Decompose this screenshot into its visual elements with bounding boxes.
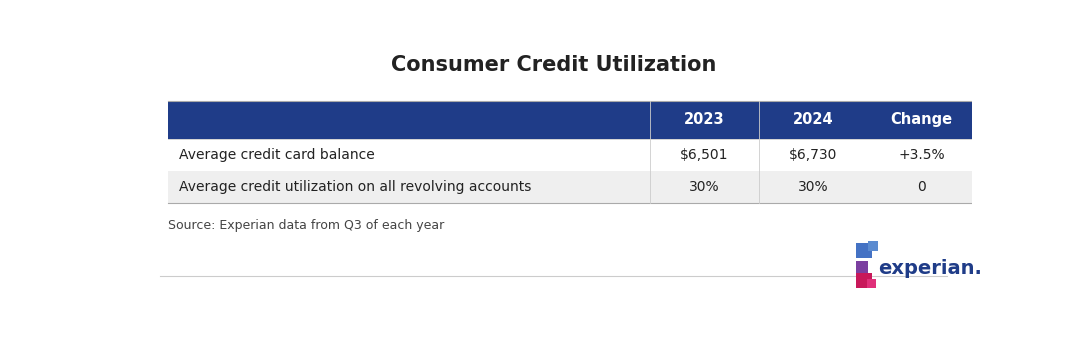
Text: 2024: 2024 [793, 112, 834, 127]
Bar [867, 279, 876, 288]
Text: 0: 0 [917, 180, 927, 194]
Text: $6,501: $6,501 [680, 148, 728, 162]
Bar [868, 241, 878, 252]
Text: 2023: 2023 [684, 112, 725, 127]
Bar [856, 261, 868, 273]
Bar [168, 171, 976, 203]
Text: Average credit utilization on all revolving accounts: Average credit utilization on all revolv… [178, 180, 531, 194]
Bar [168, 101, 976, 139]
Text: experian.: experian. [878, 259, 982, 279]
Text: +3.5%: +3.5% [899, 148, 945, 162]
Bar [168, 139, 976, 171]
Text: $6,730: $6,730 [788, 148, 837, 162]
Bar [856, 273, 872, 288]
Text: 30%: 30% [798, 180, 828, 194]
Text: Source: Experian data from Q3 of each year: Source: Experian data from Q3 of each ye… [168, 219, 445, 232]
Bar [856, 244, 872, 258]
Text: 30%: 30% [689, 180, 719, 194]
Text: Consumer Credit Utilization: Consumer Credit Utilization [391, 55, 716, 75]
Text: Change: Change [891, 112, 953, 127]
Text: Average credit card balance: Average credit card balance [178, 148, 375, 162]
